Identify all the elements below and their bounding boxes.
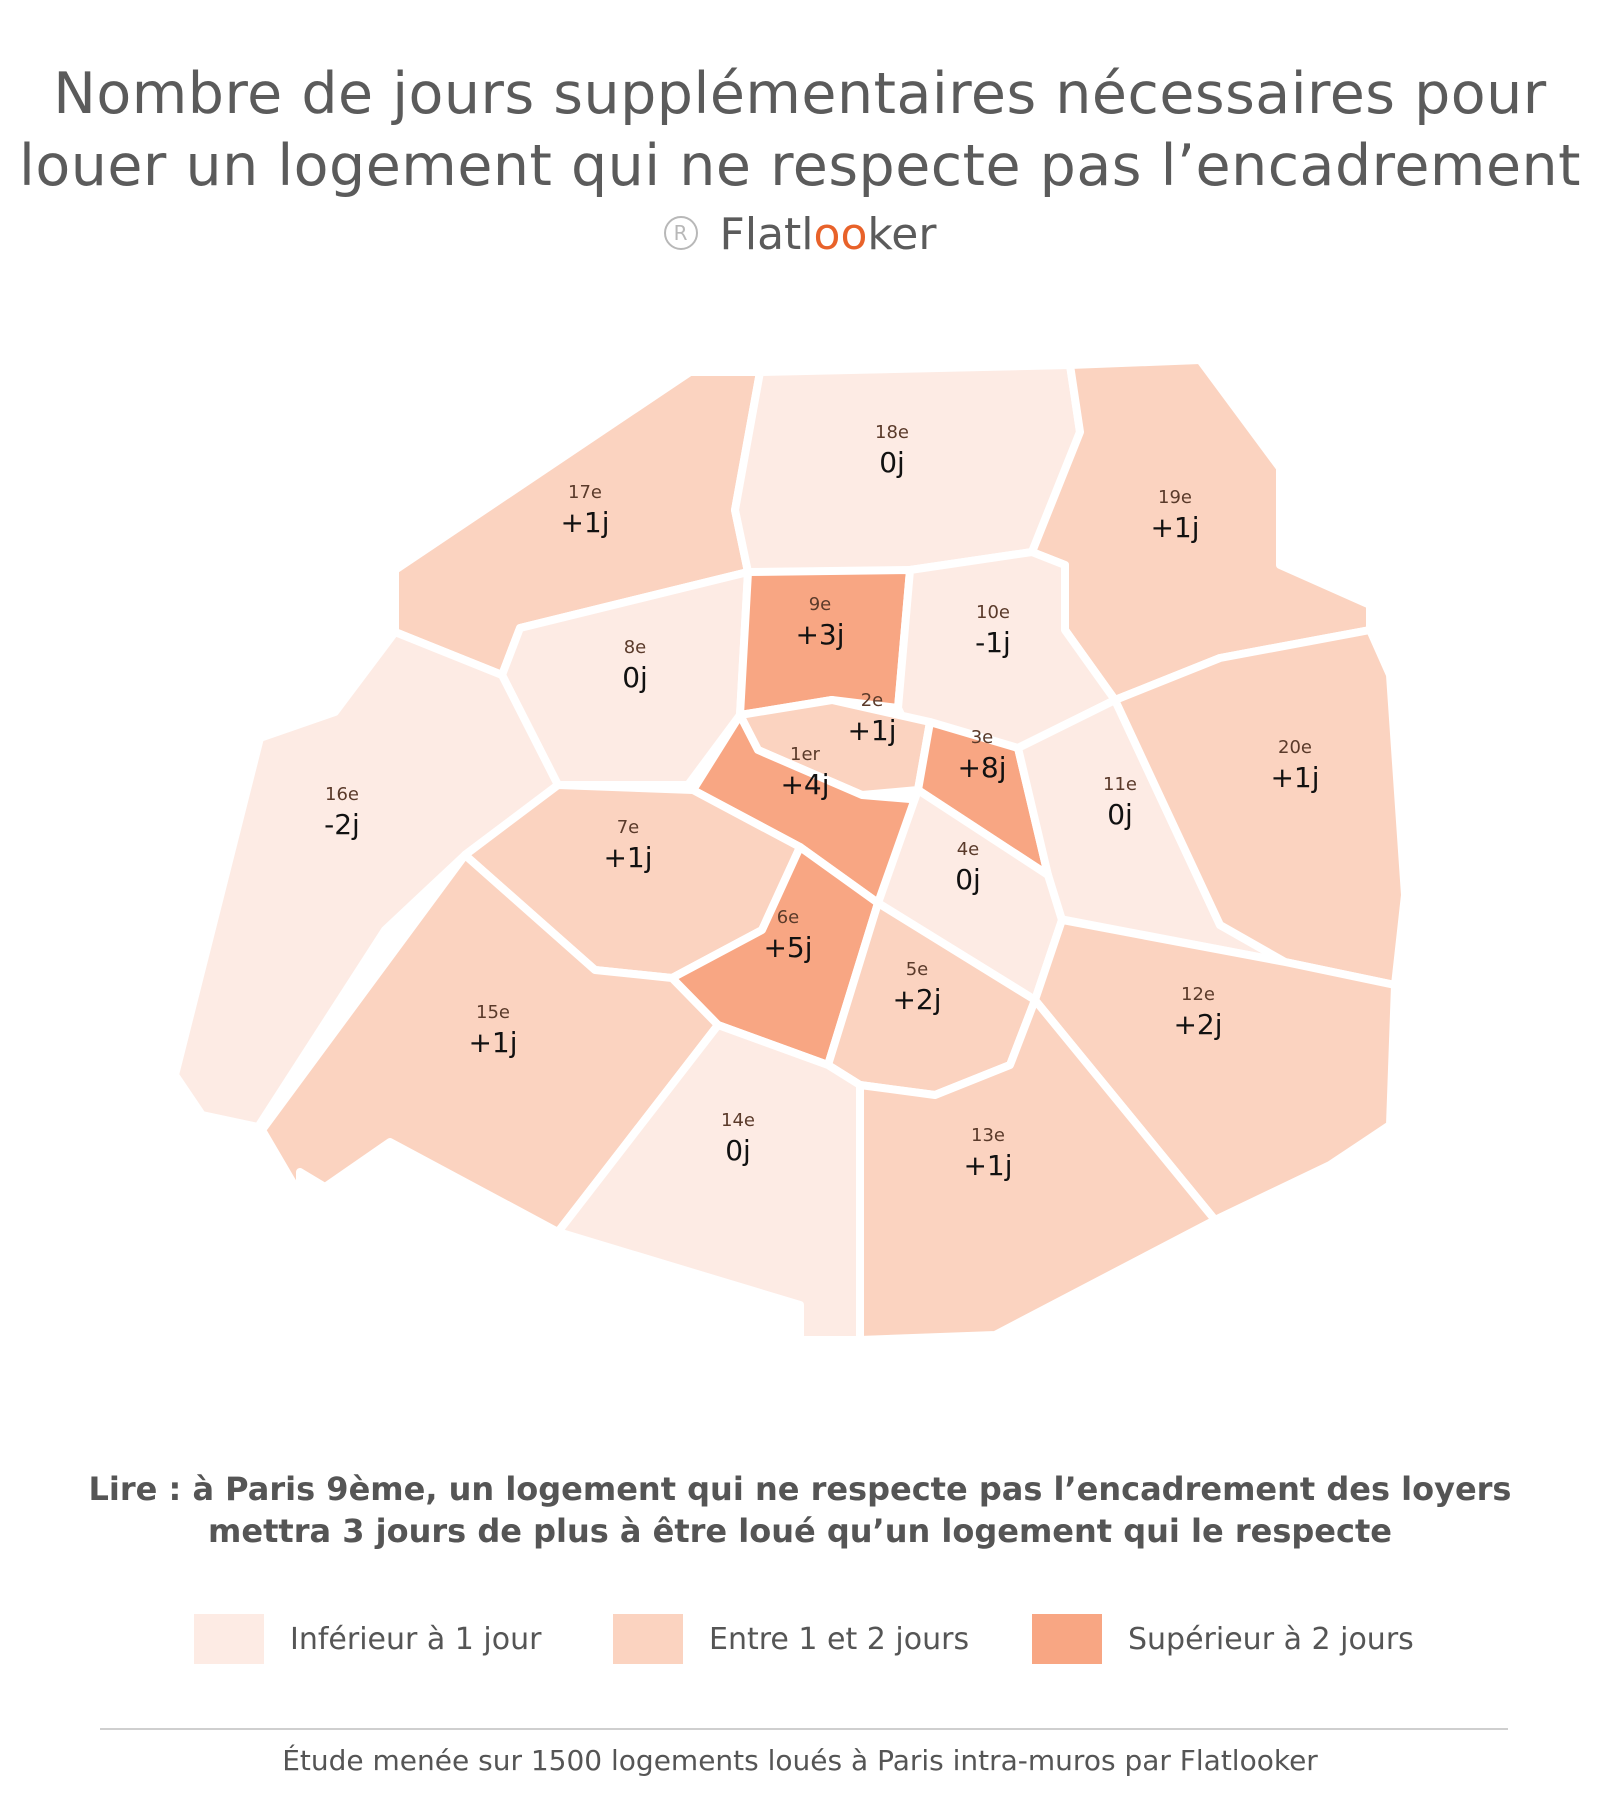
title-line-2: louer un logement qui ne respecte pas l’… bbox=[19, 133, 1581, 199]
district-7-value: +1j bbox=[603, 841, 652, 874]
district-19-value: +1j bbox=[1150, 511, 1199, 544]
district-14-name: 14e bbox=[721, 1110, 755, 1131]
legend-swatch-high bbox=[1032, 1614, 1102, 1664]
district-3-value: +8j bbox=[957, 751, 1006, 784]
district-4-value: 0j bbox=[955, 863, 981, 896]
map-title: Nombre de jours supplémentaires nécessai… bbox=[0, 58, 1600, 202]
district-5-name: 5e bbox=[906, 959, 929, 980]
district-10-name: 10e bbox=[976, 602, 1010, 623]
district-19-name: 19e bbox=[1158, 487, 1192, 508]
brand-text-start: Flatl bbox=[719, 209, 814, 260]
district-1-value: +4j bbox=[780, 768, 829, 801]
district-16-shape bbox=[171, 628, 562, 1131]
district-13-name: 13e bbox=[971, 1125, 1005, 1146]
district-20-name: 20e bbox=[1278, 737, 1312, 758]
district-5-value: +2j bbox=[892, 983, 941, 1016]
registered-icon: R bbox=[663, 216, 698, 250]
legend-swatch-mid bbox=[613, 1614, 683, 1664]
reading-note: Lire : à Paris 9ème, un logement qui ne … bbox=[0, 1468, 1600, 1552]
district-20-shape bbox=[1111, 626, 1409, 989]
district-1-name: 1er bbox=[790, 744, 821, 765]
district-16-name: 16e bbox=[325, 784, 359, 805]
district-17-value: +1j bbox=[560, 506, 609, 539]
district-13-value: +1j bbox=[963, 1149, 1012, 1182]
district-15-name: 15e bbox=[476, 1002, 510, 1023]
brand-text-accent: oo bbox=[813, 209, 868, 260]
district-8-name: 8e bbox=[624, 637, 647, 658]
legend-item-low: Inférieur à 1 jour bbox=[194, 1612, 541, 1666]
reading-line-1: Lire : à Paris 9ème, un logement qui ne … bbox=[88, 1470, 1512, 1508]
district-10-value: -1j bbox=[975, 626, 1011, 659]
reading-line-2: mettra 3 jours de plus à être loué qu’un… bbox=[208, 1512, 1392, 1550]
district-12-value: +2j bbox=[1173, 1008, 1222, 1041]
district-14-value: 0j bbox=[725, 1134, 751, 1167]
district-6-name: 6e bbox=[777, 907, 800, 928]
legend-item-mid: Entre 1 et 2 jours bbox=[613, 1612, 969, 1666]
legend-label-mid: Entre 1 et 2 jours bbox=[709, 1621, 970, 1657]
district-6-value: +5j bbox=[763, 931, 812, 964]
district-9-name: 9e bbox=[809, 594, 832, 615]
district-3-name: 3e bbox=[971, 727, 994, 748]
legend-swatch-low bbox=[194, 1614, 264, 1664]
district-15-shape bbox=[258, 851, 722, 1236]
district-8-value: 0j bbox=[622, 661, 648, 694]
district-18-value: 0j bbox=[879, 446, 905, 479]
brand-logo: R Flatlooker bbox=[0, 205, 1600, 265]
footer-divider bbox=[100, 1728, 1508, 1730]
legend-label-high: Supérieur à 2 jours bbox=[1128, 1621, 1414, 1657]
district-20-value: +1j bbox=[1270, 761, 1319, 794]
district-9-value: +3j bbox=[795, 618, 844, 651]
district-11-value: 0j bbox=[1107, 798, 1133, 831]
district-17-name: 17e bbox=[568, 482, 602, 503]
district-2-name: 2e bbox=[861, 690, 884, 711]
legend-item-high: Supérieur à 2 jours bbox=[1032, 1612, 1414, 1666]
district-4-name: 4e bbox=[957, 839, 980, 860]
brand-text-end: ker bbox=[867, 209, 937, 260]
district-7-name: 7e bbox=[617, 817, 640, 838]
district-16-value: -2j bbox=[324, 808, 360, 841]
district-18-name: 18e bbox=[875, 422, 909, 443]
district-14-shape bbox=[554, 1021, 864, 1344]
legend-label-low: Inférieur à 1 jour bbox=[290, 1621, 542, 1657]
study-footnote: Étude menée sur 1500 logements loués à P… bbox=[282, 1744, 1318, 1777]
district-12-name: 12e bbox=[1181, 984, 1215, 1005]
district-13-shape bbox=[856, 996, 1219, 1344]
district-2-value: +1j bbox=[847, 714, 896, 747]
district-11-name: 11e bbox=[1103, 774, 1137, 795]
title-line-1: Nombre de jours supplémentaires nécessai… bbox=[53, 61, 1547, 127]
district-15-value: +1j bbox=[468, 1026, 517, 1059]
